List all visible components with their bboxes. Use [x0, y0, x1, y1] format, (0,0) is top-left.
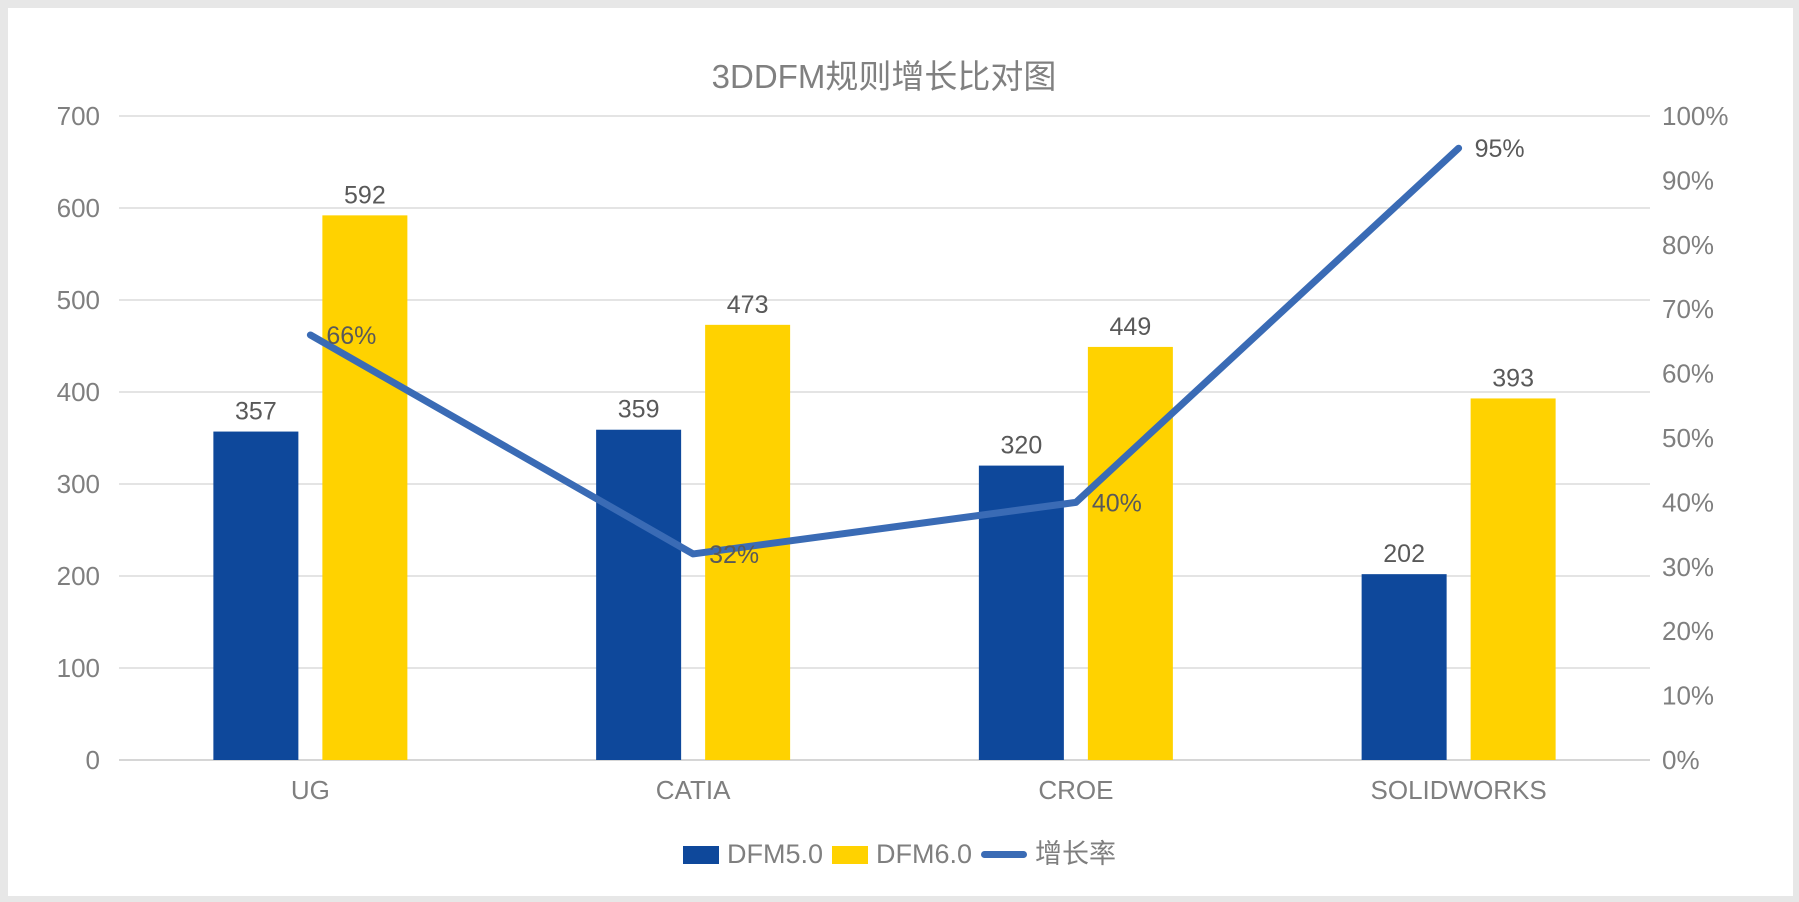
legend-swatch-DFM6.0	[832, 845, 868, 864]
right-axis-tick: 40%	[1662, 487, 1714, 517]
left-axis-tick: 100	[57, 653, 100, 683]
line-value-label: 66%	[326, 322, 376, 350]
right-axis-tick: 50%	[1662, 423, 1714, 453]
category-label: SOLIDWORKS	[1371, 775, 1547, 805]
right-axis-tick: 80%	[1662, 230, 1714, 260]
right-axis-tick: 90%	[1662, 165, 1714, 195]
chart-title: 3DDFM规则增长比对图	[712, 58, 1057, 95]
category-label: UG	[291, 775, 330, 805]
right-axis-tick: 30%	[1662, 552, 1714, 582]
line-value-label: 95%	[1475, 135, 1525, 163]
right-axis-tick: 60%	[1662, 359, 1714, 389]
line-value-label: 32%	[709, 541, 759, 569]
left-axis-tick: 600	[57, 193, 100, 223]
bar-DFM5.0-ug	[213, 431, 299, 760]
bar-DFM5.0-catia	[596, 429, 682, 760]
legend-item-DFM5.0: DFM5.0	[682, 839, 823, 869]
bar-value-label: 592	[344, 181, 386, 209]
bar-value-label: 357	[235, 398, 277, 426]
bar-value-label: 393	[1492, 364, 1534, 392]
legend-item-增长率: 增长率	[981, 841, 1116, 868]
bar-value-label: 202	[1383, 540, 1425, 568]
legend-item-DFM6.0: DFM6.0	[832, 841, 972, 868]
category-label: CATIA	[656, 775, 731, 805]
line-value-label: 40%	[1092, 489, 1142, 517]
bar-DFM6.0-ug	[322, 215, 408, 761]
left-axis-tick: 400	[57, 377, 100, 407]
chart-legend: DFM5.0 DFM6.0 增长率	[0, 841, 1799, 868]
left-axis-tick: 300	[57, 469, 100, 499]
left-axis-tick: 700	[57, 101, 100, 131]
left-axis-tick: 200	[57, 561, 100, 591]
bar-value-label: 320	[1001, 432, 1043, 460]
bar-DFM5.0-solidworks	[1361, 574, 1447, 760]
bar-value-label: 359	[618, 396, 660, 424]
legend-swatch-DFM5.0	[682, 845, 719, 864]
left-axis-tick: 500	[57, 285, 100, 315]
legend-label-DFM6.0: DFM6.0	[876, 839, 973, 869]
legend-label-DFM5.0: DFM5.0	[726, 839, 823, 869]
bar-value-label: 473	[727, 291, 769, 319]
growth-rate-line	[306, 144, 1463, 558]
right-axis-tick: 70%	[1662, 294, 1714, 324]
left-axis-tick: 0	[86, 745, 100, 775]
right-axis-tick: 0%	[1662, 745, 1700, 775]
legend-line-swatch-增长率	[981, 851, 1028, 858]
category-label: CROE	[1038, 775, 1113, 805]
right-axis-tick: 100%	[1662, 101, 1729, 131]
bar-DFM6.0-solidworks	[1470, 398, 1556, 760]
bar-value-label: 449	[1110, 313, 1152, 341]
bar-DFM6.0-croe	[1087, 346, 1173, 760]
right-axis-tick: 20%	[1662, 616, 1714, 646]
right-axis-tick: 10%	[1662, 681, 1714, 711]
legend-label-增长率: 增长率	[1035, 839, 1117, 869]
